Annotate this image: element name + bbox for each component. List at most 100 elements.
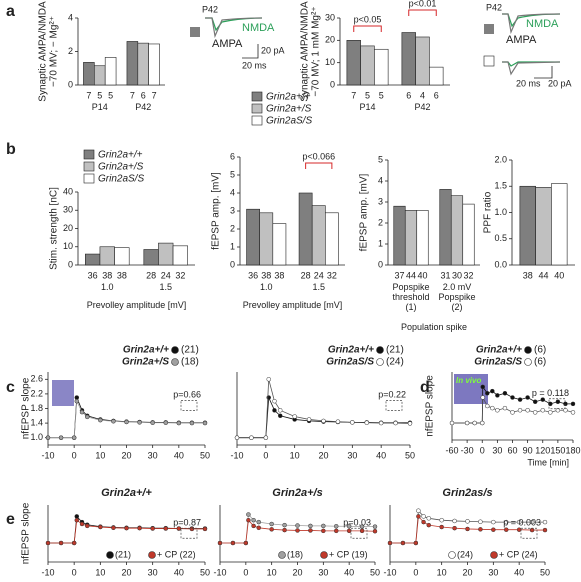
data-point (295, 528, 300, 533)
bar (551, 183, 568, 266)
panel-label: e (6, 511, 15, 528)
data-point (372, 528, 378, 534)
y-tick-label: 0.5 (494, 233, 507, 243)
data-point (563, 408, 568, 413)
y-axis-label: nfEPSP slope (425, 375, 436, 437)
count-label: 30 (452, 270, 462, 280)
data-point (449, 420, 455, 426)
data-point (540, 397, 545, 402)
scale-label: 20 ms (516, 78, 541, 88)
data-point (306, 417, 312, 422)
y-axis-label: Stim. strength [nC] (49, 187, 60, 270)
data-point (485, 403, 490, 409)
data-point (452, 525, 457, 531)
panel-label: d (420, 379, 430, 396)
data-point (502, 405, 508, 411)
data-point (510, 395, 515, 400)
legend-count: (6) (534, 357, 546, 368)
data-point (251, 523, 256, 529)
x-tick-label: 20 (121, 567, 131, 577)
y-axis-label: −70 MV; 1 mM Mg²⁺ (311, 6, 322, 96)
count-label: 7 (130, 90, 135, 100)
data-point (491, 527, 496, 532)
data-point (45, 540, 51, 546)
y-axis-label: fEPSP amp. [mV] (211, 172, 222, 250)
bar (311, 205, 326, 266)
y-axis-label: nfEPSP slope (21, 377, 32, 439)
series-line (237, 379, 411, 439)
count-label: 32 (463, 270, 473, 280)
x-tick-label: 20 (462, 567, 472, 577)
significance-label: p<0.01 (409, 0, 437, 8)
panel-label: c (6, 379, 15, 396)
count-label: 40 (554, 270, 564, 280)
data-point (137, 420, 142, 425)
bar (374, 48, 389, 86)
x-tick-label: 10 (267, 567, 277, 577)
legend-swatch (190, 27, 200, 37)
legend-marker (106, 551, 114, 559)
data-point (256, 519, 261, 525)
y-tick-label: 1 (230, 241, 235, 251)
data-point (308, 528, 313, 533)
data-point (334, 524, 339, 529)
bar (83, 62, 95, 86)
analysis-window (385, 400, 403, 411)
x-tick-label: 180 (565, 445, 580, 455)
legend-marker (376, 346, 384, 354)
data-point (79, 521, 85, 527)
significance-bracket (353, 25, 382, 32)
x-axis-label: Prevolley amplitude [mV] (242, 300, 343, 310)
x-tick-label: 30 (148, 450, 158, 460)
count-label: 44 (406, 270, 416, 280)
legend-label: Grin2a+/+ (328, 345, 374, 356)
data-point (246, 517, 251, 523)
y-tick-label: 4 (230, 187, 235, 197)
series-line (237, 397, 410, 439)
legend-count: + CP (19) (329, 549, 368, 559)
y-tick-label: 1.8 (30, 403, 43, 413)
data-point (321, 528, 326, 534)
data-point (150, 526, 155, 531)
count-label: 5 (108, 90, 113, 100)
data-point (439, 517, 444, 523)
count-label: 38 (274, 270, 284, 280)
legend-count: (24) (386, 357, 404, 368)
data-point (246, 512, 251, 517)
data-point (416, 514, 421, 519)
data-point (98, 417, 103, 423)
p-value-label: p = 0.003 (503, 518, 541, 528)
data-point (272, 408, 277, 413)
legend-label: Grin2aS/S (98, 174, 144, 185)
data-point (111, 419, 116, 424)
x-tick-label: 0 (72, 450, 77, 460)
y-tick-label: 5 (230, 169, 235, 179)
significance-bracket (408, 9, 437, 16)
x-tick-label: 30 (488, 567, 498, 577)
data-point (426, 516, 431, 521)
bar (94, 65, 106, 86)
y-axis-label: Synaptic AMPA/NMDA (300, 1, 311, 102)
data-point (491, 519, 496, 525)
count-label: 36 (88, 270, 98, 280)
data-point (269, 527, 274, 532)
data-point (278, 413, 283, 419)
data-point (485, 391, 490, 396)
data-point (124, 419, 129, 425)
data-point (510, 410, 515, 415)
data-point (387, 540, 393, 546)
x-tick-label: 10 (95, 450, 105, 460)
legend-swatch (251, 91, 263, 102)
bar (85, 253, 101, 266)
y-tick-label: 0.0 (494, 259, 507, 269)
count-label: 38 (261, 270, 271, 280)
legend-count: (24) (457, 549, 473, 559)
data-point (85, 414, 90, 420)
count-label: 5 (379, 90, 384, 100)
count-label: 4 (420, 90, 425, 100)
data-point (282, 527, 287, 533)
bar (519, 185, 536, 266)
data-point (335, 419, 341, 424)
scale-bar (534, 66, 553, 79)
x-tick-label: 40 (174, 450, 184, 460)
